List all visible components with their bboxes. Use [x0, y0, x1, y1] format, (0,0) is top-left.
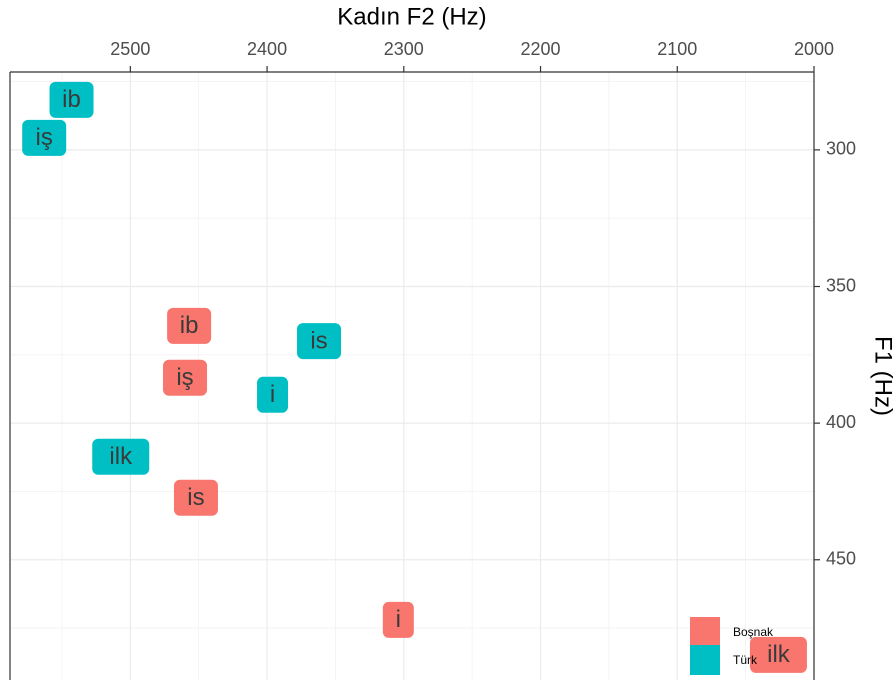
point-label: ilk: [109, 443, 133, 470]
point-label-box: [167, 307, 212, 344]
y-tick-label: 350: [826, 275, 856, 295]
x-tick-label: 2200: [521, 39, 561, 59]
point-label: ib: [180, 312, 199, 339]
legend-label: Türk: [733, 653, 758, 667]
point-label: ib: [62, 86, 81, 113]
legend-label: Boşnak: [733, 625, 774, 639]
y-axis-label: F1 (Hz): [870, 336, 896, 416]
point-label-box: [163, 359, 208, 396]
point-label: i: [270, 381, 275, 408]
point-label: ilk: [767, 641, 791, 668]
point-label-box: [49, 81, 94, 118]
point-label-box: [749, 636, 807, 673]
point-label-box: [22, 119, 67, 156]
legend-key: [690, 617, 720, 647]
x-tick-label: 2500: [110, 39, 150, 59]
point-label: is: [310, 328, 327, 355]
y-tick-label: 300: [826, 139, 856, 159]
y-tick-label: 450: [826, 549, 856, 569]
x-tick-label: 2100: [657, 39, 697, 59]
point-label: iş: [36, 124, 53, 151]
point-label-box: [257, 376, 289, 413]
chart-title: Kadın F2 (Hz): [337, 3, 486, 30]
point-label: i: [396, 606, 401, 633]
y-tick-label: 400: [826, 412, 856, 432]
point-label: is: [187, 484, 204, 511]
point-label-box: [92, 438, 150, 475]
x-tick-label: 2300: [384, 39, 424, 59]
point-label-box: [173, 479, 218, 516]
point-label-box: [297, 323, 342, 360]
point-label-box: [382, 601, 414, 638]
point-label: iş: [176, 364, 193, 391]
legend-key: [690, 645, 720, 675]
x-tick-label: 2400: [247, 39, 287, 59]
x-tick-label: 2000: [794, 39, 834, 59]
